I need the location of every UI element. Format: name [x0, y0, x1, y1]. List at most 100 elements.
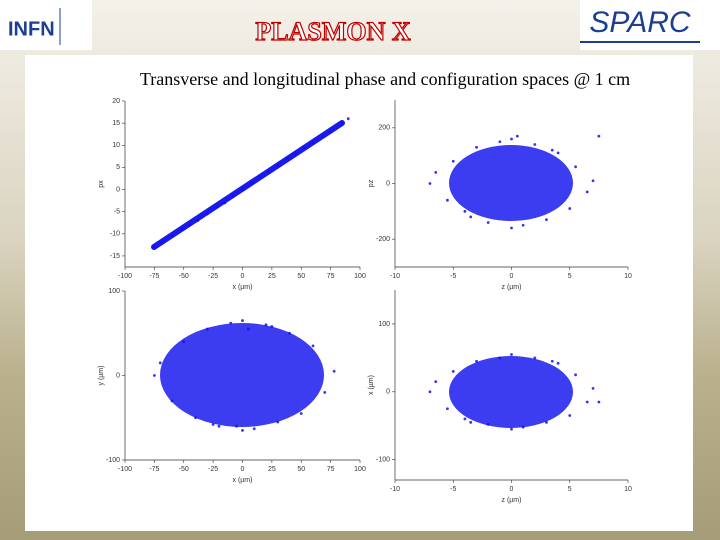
y-tick-label: 0	[116, 372, 120, 379]
x-tick-label: 10	[624, 273, 632, 280]
point	[152, 374, 156, 377]
x-tick-label: -75	[149, 273, 159, 280]
point	[498, 140, 502, 144]
point	[498, 356, 502, 360]
point	[475, 145, 478, 149]
x-tick-label: 5	[568, 273, 572, 280]
x-tick-label: 50	[297, 466, 305, 473]
point	[574, 165, 577, 169]
point	[229, 321, 233, 325]
point	[241, 319, 244, 322]
point	[574, 373, 577, 377]
x-tick-label: 0	[510, 273, 514, 280]
y-tick-label: 10	[112, 142, 120, 149]
point	[428, 390, 432, 394]
point	[340, 121, 344, 125]
y-tick-label: 5	[116, 164, 120, 171]
x-tick-label: 100	[354, 273, 366, 280]
x-tick-label: 50	[297, 273, 305, 280]
x-tick-label: -5	[450, 273, 456, 280]
point	[194, 416, 197, 420]
point	[556, 361, 560, 365]
point	[545, 420, 548, 424]
x-tick-label: -10	[390, 486, 400, 493]
point	[258, 174, 262, 178]
x-axis-label: z (µm)	[502, 284, 522, 291]
point	[252, 427, 256, 431]
point	[545, 218, 548, 222]
dense-core	[160, 323, 324, 427]
point	[276, 163, 280, 167]
point	[182, 340, 186, 344]
point	[475, 359, 478, 363]
point	[246, 327, 250, 331]
point	[264, 323, 268, 327]
point	[533, 143, 537, 146]
y-tick-label: 100	[108, 288, 120, 295]
point-clouds	[151, 117, 601, 432]
y-tick-label: -100	[106, 457, 120, 464]
y-tick-label: 0	[116, 186, 120, 193]
x-tick-label: -25	[208, 466, 218, 473]
point	[428, 182, 432, 185]
left-logo: INFN	[8, 18, 55, 40]
point	[302, 146, 305, 149]
point	[223, 201, 227, 205]
dense-core	[449, 356, 573, 428]
point	[152, 245, 156, 249]
point	[451, 159, 455, 163]
x-tick-label: 10	[624, 486, 632, 493]
y-axis-label: pz	[368, 179, 375, 187]
point	[521, 425, 525, 429]
point	[591, 179, 595, 183]
x-tick-label: 5	[568, 486, 572, 493]
point	[311, 344, 315, 348]
point	[446, 198, 449, 202]
point	[215, 205, 219, 209]
x-tick-label: 100	[354, 466, 366, 473]
point	[469, 420, 473, 424]
point	[486, 422, 490, 426]
right-logo: SPARC	[589, 6, 690, 39]
content-panel	[25, 55, 693, 531]
y-tick-label: 0	[386, 389, 390, 396]
point	[321, 135, 324, 138]
y-tick-label: 100	[378, 321, 390, 328]
point	[510, 137, 513, 141]
point	[568, 414, 572, 417]
x-tick-label: -100	[118, 273, 132, 280]
point	[235, 424, 239, 428]
x-tick-label: -5	[450, 486, 456, 493]
point	[211, 423, 215, 426]
point	[568, 207, 572, 210]
slide-title: PLASMON X	[255, 17, 411, 46]
y-axis-label: px	[98, 180, 105, 188]
point	[556, 151, 560, 155]
point	[446, 407, 449, 411]
point	[241, 429, 244, 432]
point	[521, 223, 525, 227]
point	[299, 412, 303, 415]
y-tick-label: 0	[386, 180, 390, 187]
point	[510, 226, 513, 230]
point	[205, 327, 209, 331]
point	[250, 181, 254, 185]
dense-band	[151, 120, 345, 250]
y-tick-label: -15	[110, 253, 120, 260]
point	[196, 219, 200, 222]
x-tick-label: 0	[241, 466, 245, 473]
point	[597, 134, 601, 138]
point	[510, 353, 513, 356]
point	[158, 361, 162, 365]
left-logo-box	[0, 0, 92, 50]
point	[170, 234, 174, 238]
x-tick-label: 75	[327, 466, 335, 473]
point	[161, 241, 165, 245]
point	[329, 130, 333, 134]
x-tick-label: -25	[208, 273, 218, 280]
x-tick-label: 25	[268, 273, 276, 280]
point	[463, 209, 467, 213]
point	[346, 117, 350, 121]
